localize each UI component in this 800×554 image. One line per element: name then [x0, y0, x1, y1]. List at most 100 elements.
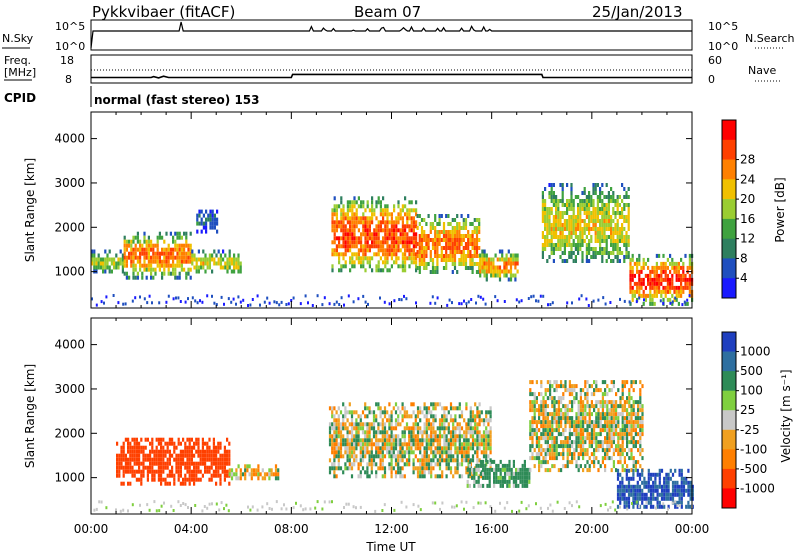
power-echo-cell: [185, 231, 188, 236]
velocity-echo-cell: [546, 424, 549, 429]
power-ground-scatter-cell: [239, 300, 242, 304]
velocity-echo-cell: [215, 449, 218, 454]
velocity-echo-cell: [449, 454, 453, 459]
velocity-echo-cell: [465, 438, 468, 443]
power-echo-cell: [552, 219, 555, 223]
power-echo-cell: [644, 285, 647, 290]
velocity-echo-cell: [471, 475, 474, 480]
velocity-echo-cell: [480, 418, 483, 423]
velocity-echo-cell: [553, 444, 556, 449]
power-echo-cell: [408, 256, 411, 261]
velocity-echo-cell: [392, 426, 395, 431]
power-echo-cell: [636, 257, 639, 262]
velocity-ground-scatter-cell: [355, 506, 357, 510]
velocity-echo-cell: [555, 388, 558, 393]
velocity-echo-cell: [333, 466, 336, 471]
power-echo-cell: [548, 219, 551, 223]
power-echo-cell: [420, 234, 424, 238]
power-echo-cell: [490, 261, 493, 266]
velocity-echo-cell: [549, 444, 552, 449]
power-echo-cell: [616, 195, 619, 199]
velocity-echo-cell: [476, 430, 479, 435]
velocity-echo-cell: [495, 475, 498, 480]
power-echo-cell: [583, 207, 586, 211]
velocity-echo-cell: [436, 442, 439, 447]
power-ground-scatter-cell: [247, 304, 249, 307]
power-echo-cell: [458, 262, 461, 266]
power-echo-cell: [213, 261, 216, 266]
power-echo-cell: [344, 216, 347, 221]
velocity-echo-cell: [333, 474, 336, 479]
power-ground-scatter-cell: [405, 297, 408, 301]
power-echo-cell: [349, 228, 352, 233]
power-echo-cell: [467, 254, 470, 258]
power-echo-cell: [384, 264, 387, 269]
velocity-echo-cell: [632, 380, 635, 385]
velocity-echo-cell: [328, 422, 332, 427]
velocity-echo-cell: [531, 400, 534, 405]
velocity-echo-cell: [465, 406, 468, 411]
velocity-echo-cell: [489, 450, 492, 455]
velocity-echo-cell: [342, 438, 345, 443]
velocity-echo-cell: [449, 446, 453, 451]
power-echo-cell: [464, 258, 468, 262]
power-echo-cell: [386, 236, 389, 241]
power-ground-scatter-cell: [379, 296, 381, 300]
velocity-echo-cell: [478, 442, 481, 447]
velocity-echo-cell: [652, 480, 655, 485]
power-echo-cell: [368, 208, 371, 213]
velocity-echo-cell: [370, 438, 373, 443]
velocity-echo-cell: [478, 402, 481, 407]
velocity-echo-cell: [579, 400, 582, 405]
power-echo-cell: [349, 240, 352, 245]
velocity-echo-cell: [538, 456, 541, 461]
power-echo-cell: [349, 208, 352, 213]
velocity-echo-cell: [179, 481, 182, 486]
power-echo-cell: [445, 262, 448, 266]
power-echo-cell: [134, 235, 137, 240]
velocity-echo-cell: [463, 434, 466, 439]
power-ground-scatter-cell: [139, 295, 141, 299]
power-echo-cell: [666, 297, 669, 302]
power-echo-cell: [555, 215, 558, 219]
power-echo-cell: [544, 223, 547, 227]
velocity-echo-cell: [637, 412, 640, 417]
power-echo-cell: [401, 228, 404, 233]
power-echo-cell: [368, 220, 371, 225]
velocity-echo-cell: [127, 457, 130, 462]
power-echo-cell: [163, 239, 166, 244]
power-echo-cell: [688, 253, 691, 258]
power-echo-cell: [382, 216, 385, 221]
power-echo-cell: [150, 255, 153, 260]
velocity-echo-cell: [414, 438, 417, 443]
power-echo-cell: [577, 195, 580, 199]
power-echo-cell: [555, 235, 558, 239]
power-echo-cell: [342, 236, 345, 241]
power-echo-cell: [627, 223, 630, 227]
velocity-ground-scatter-cell: [609, 506, 612, 509]
power-echo-cell: [180, 247, 183, 252]
velocity-echo-cell: [604, 424, 607, 429]
power-echo-cell: [382, 208, 385, 213]
velocity-echo-cell: [658, 472, 661, 477]
power-echo-cell: [653, 273, 656, 278]
velocity-echo-cell: [184, 445, 187, 450]
velocity-echo-cell: [482, 471, 485, 476]
velocity-echo-cell: [173, 449, 176, 454]
power-echo-cell: [397, 256, 400, 261]
power-echo-cell: [577, 219, 580, 223]
velocity-echo-cell: [553, 436, 556, 441]
power-echo-cell: [399, 212, 402, 217]
velocity-echo-cell: [586, 404, 589, 409]
velocity-echo-cell: [151, 477, 154, 482]
velocity-echo-cell: [566, 456, 569, 461]
velocity-echo-cell: [680, 476, 683, 481]
power-echo-cell: [154, 267, 157, 272]
power-echo-cell: [423, 234, 426, 238]
velocity-ground-scatter-cell: [563, 507, 566, 510]
power-echo-cell: [449, 222, 452, 226]
velocity-echo-cell: [477, 463, 480, 468]
velocity-echo-cell: [616, 496, 620, 501]
power-ground-scatter-cell: [249, 303, 252, 307]
power-echo-cell: [399, 208, 402, 213]
